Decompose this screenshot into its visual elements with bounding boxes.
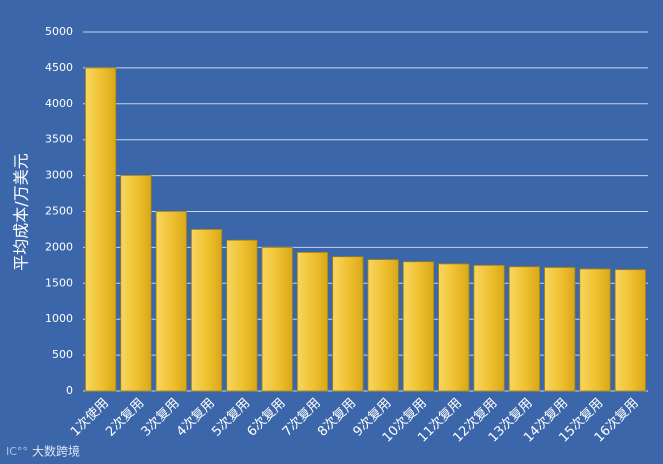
y-tick-label: 2000 (45, 240, 73, 253)
y-tick-label: 1000 (45, 312, 73, 325)
y-tick-label: 1500 (45, 276, 73, 289)
y-tick-label: 500 (52, 348, 73, 361)
y-tick-label: 4500 (45, 61, 73, 74)
bar (402, 261, 435, 392)
watermark: 大数跨境 (32, 444, 80, 459)
bar (473, 264, 505, 392)
bar (155, 211, 187, 392)
y-tick-label: 3500 (45, 133, 73, 146)
bar (332, 256, 364, 392)
watermark-logo: IC°° (6, 445, 28, 458)
y-tick-label: 3000 (45, 169, 73, 182)
bar (296, 252, 329, 392)
bar (120, 175, 152, 392)
bar (438, 263, 470, 392)
bar (544, 267, 576, 392)
y-tick-label: 5000 (45, 25, 73, 38)
bar (508, 266, 540, 392)
y-tick-label: 4000 (45, 97, 73, 110)
svg-text:IC°°: IC°° (6, 445, 28, 458)
bar (261, 246, 293, 392)
bar (226, 239, 258, 392)
y-axis-label: 平均成本/万美元 (12, 153, 31, 270)
bar (614, 269, 646, 392)
bar (85, 67, 117, 392)
bar (367, 259, 399, 392)
bar (191, 229, 223, 392)
y-tick-label: 0 (66, 384, 73, 397)
y-tick-label: 2500 (45, 205, 73, 218)
bar (579, 268, 611, 392)
